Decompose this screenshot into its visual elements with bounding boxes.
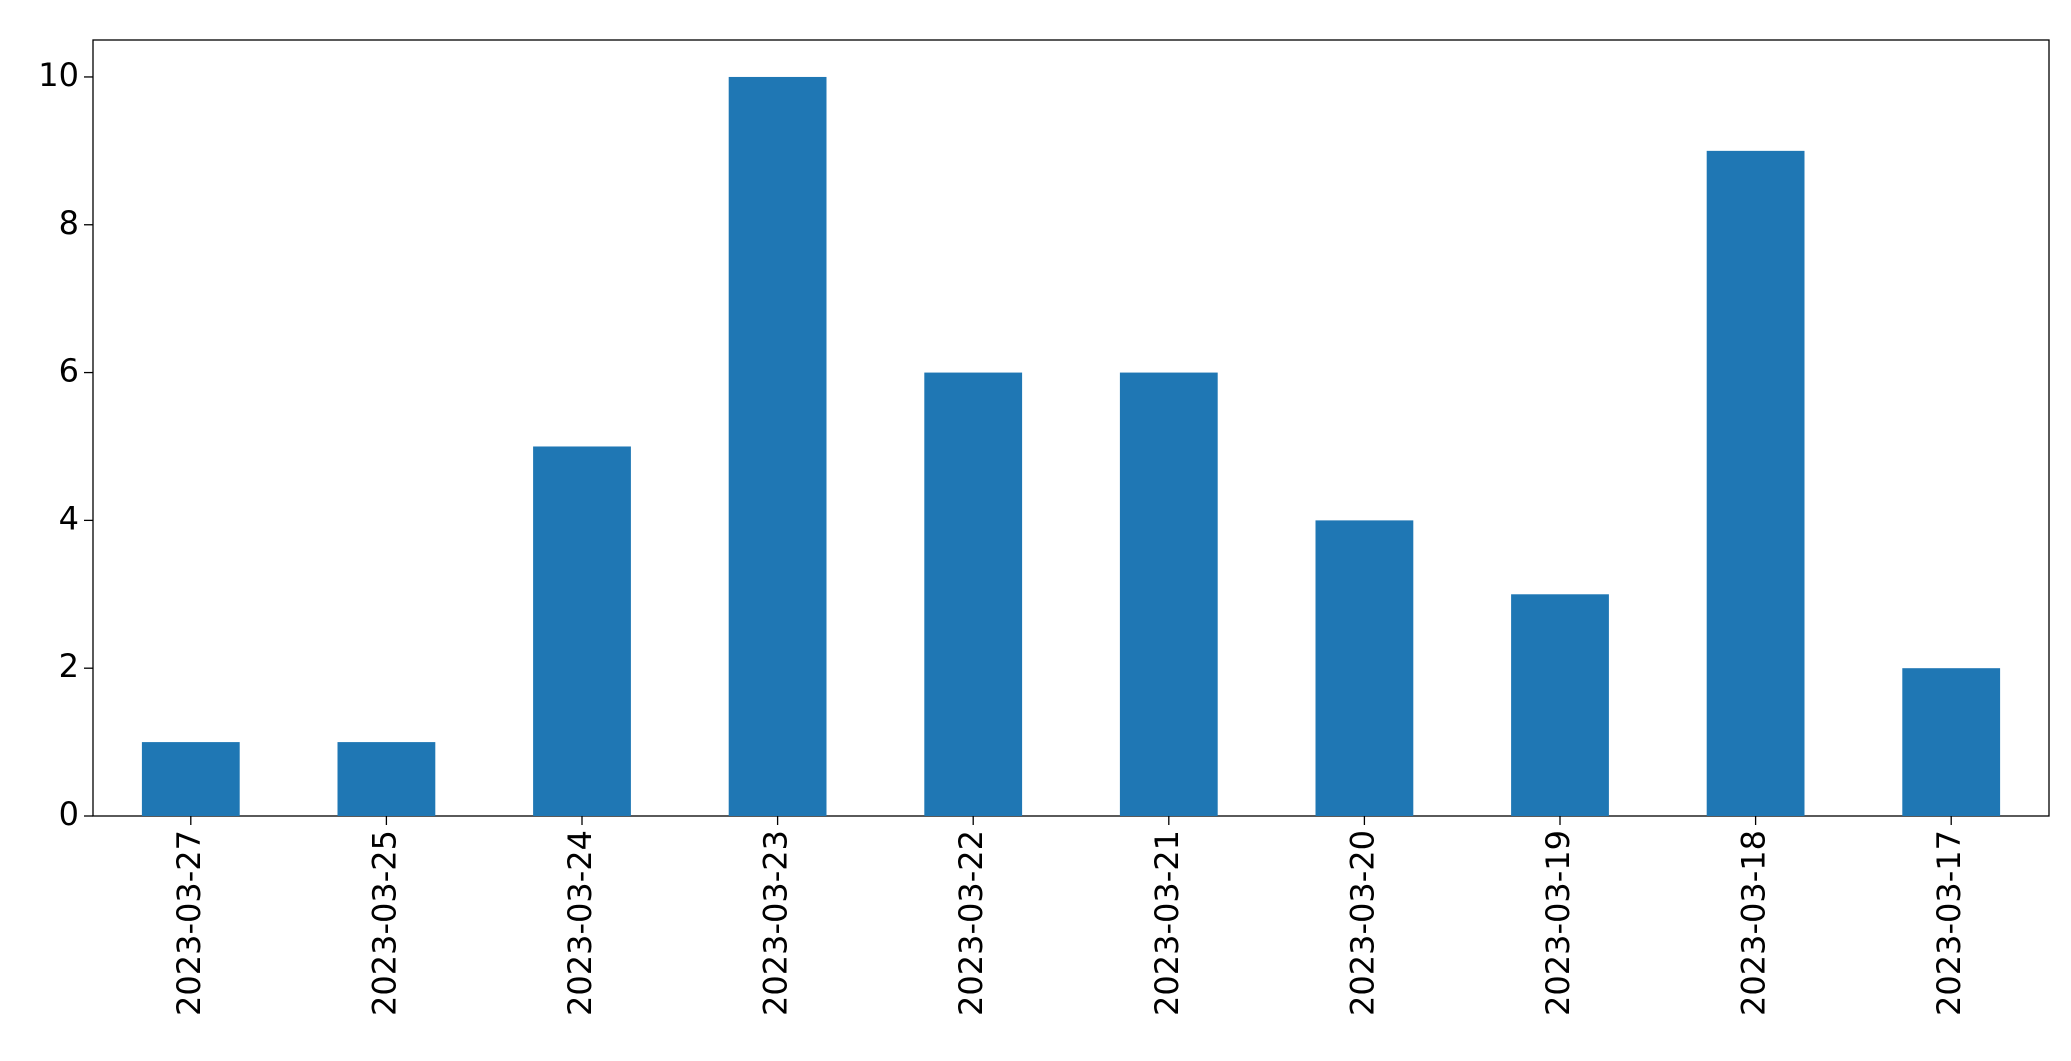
y-tick-label: 6 (59, 352, 79, 390)
bar (1706, 150, 1805, 816)
x-tick-label: 2023-03-18 (1735, 830, 1773, 1016)
x-tick-label: 2023-03-17 (1930, 830, 1968, 1016)
bar (1511, 594, 1609, 816)
bar (1119, 372, 1218, 816)
bar (533, 446, 631, 816)
y-tick-label: 10 (38, 56, 79, 94)
x-tick-label: 2023-03-22 (952, 830, 990, 1016)
bar (728, 76, 827, 816)
bar (337, 742, 436, 816)
x-tick-label: 2023-03-27 (170, 830, 208, 1016)
bar (1902, 668, 2001, 816)
x-tick-label: 2023-03-20 (1343, 830, 1381, 1016)
x-tick-label: 2023-03-25 (365, 830, 403, 1016)
bar (1315, 520, 1414, 816)
x-tick-label: 2023-03-19 (1539, 830, 1577, 1016)
x-tick-label: 2023-03-23 (757, 830, 795, 1016)
plot-frame (92, 39, 2050, 817)
x-tick-label: 2023-03-21 (1148, 830, 1186, 1016)
bar (141, 742, 240, 816)
x-tick-label: 2023-03-24 (561, 830, 599, 1016)
y-tick-label: 0 (59, 795, 79, 833)
bar (924, 372, 1023, 816)
y-tick-label: 8 (59, 204, 79, 242)
y-tick-label: 4 (59, 499, 79, 537)
y-tick-label: 2 (59, 647, 79, 685)
